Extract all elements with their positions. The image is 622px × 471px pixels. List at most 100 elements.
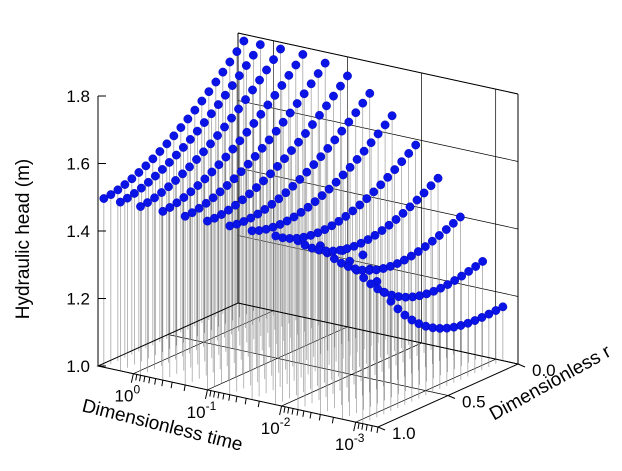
data-point bbox=[122, 193, 132, 203]
data-point bbox=[221, 152, 231, 162]
x-minor-tick bbox=[244, 398, 247, 405]
data-point bbox=[158, 206, 168, 216]
data-point bbox=[243, 159, 253, 169]
x-tick-mark bbox=[353, 422, 357, 432]
data-point bbox=[345, 162, 355, 172]
x-tick-exponent: -2 bbox=[280, 415, 291, 429]
data-point bbox=[309, 160, 319, 170]
x-tick-base: 10 bbox=[115, 387, 134, 406]
data-point bbox=[207, 167, 217, 177]
data-point bbox=[252, 183, 261, 193]
data-point bbox=[129, 189, 139, 198]
data-point bbox=[241, 61, 251, 70]
data-point bbox=[165, 203, 175, 212]
data-point bbox=[245, 189, 254, 199]
y-tick-label: 0.5 bbox=[462, 393, 486, 412]
data-point bbox=[420, 242, 430, 251]
data-point bbox=[227, 113, 236, 123]
data-point bbox=[183, 114, 193, 124]
data-point bbox=[419, 188, 429, 198]
data-point bbox=[391, 215, 401, 224]
data-point bbox=[278, 117, 288, 127]
data-point bbox=[330, 135, 340, 145]
data-point bbox=[287, 146, 296, 155]
data-point bbox=[263, 100, 273, 110]
data-point bbox=[172, 198, 182, 208]
x-minor-tick bbox=[257, 401, 260, 408]
data-point bbox=[320, 58, 330, 68]
data-point bbox=[491, 306, 501, 315]
data-point bbox=[285, 108, 295, 118]
data-point bbox=[136, 183, 146, 193]
z-tick-label: 1.8 bbox=[66, 87, 90, 106]
x-minor-tick bbox=[331, 417, 334, 424]
data-point bbox=[155, 147, 165, 156]
data-point bbox=[343, 71, 352, 81]
data-point bbox=[380, 120, 390, 130]
data-point bbox=[404, 149, 414, 158]
data-point bbox=[250, 151, 260, 161]
data-point bbox=[366, 279, 376, 289]
x-minor-tick bbox=[143, 376, 146, 383]
data-point bbox=[399, 255, 409, 265]
data-point bbox=[213, 131, 222, 140]
data-point bbox=[199, 147, 208, 157]
x-minor-tick bbox=[209, 390, 212, 397]
x-tick-base: 10 bbox=[187, 403, 206, 422]
x-minor-tick bbox=[287, 407, 290, 414]
data-point bbox=[310, 197, 320, 207]
data-point bbox=[157, 165, 167, 174]
data-point bbox=[143, 198, 152, 207]
data-point bbox=[164, 158, 174, 167]
data-point bbox=[370, 230, 380, 240]
data-point bbox=[194, 203, 204, 213]
data-point bbox=[235, 136, 245, 146]
z-tick-label: 1.6 bbox=[66, 155, 90, 174]
data-point bbox=[464, 267, 474, 276]
x-tick-label: 10-2 bbox=[261, 415, 291, 438]
data-point bbox=[248, 85, 257, 95]
data-point bbox=[392, 259, 402, 268]
x-tick-base: 10 bbox=[261, 419, 280, 438]
data-point bbox=[106, 190, 116, 199]
x-tick-exponent: -1 bbox=[206, 399, 217, 413]
data-point bbox=[320, 225, 330, 234]
x-tick-exponent: 0 bbox=[133, 383, 140, 397]
x-tick-exponent: -3 bbox=[354, 431, 365, 445]
data-point bbox=[200, 174, 210, 184]
data-point bbox=[220, 90, 230, 100]
data-point bbox=[277, 81, 287, 90]
x-minor-tick bbox=[309, 412, 312, 419]
data-point bbox=[178, 143, 188, 152]
data-point bbox=[457, 271, 467, 281]
data-point bbox=[179, 193, 189, 202]
z-tick-label: 1.0 bbox=[66, 357, 90, 376]
data-point bbox=[441, 225, 451, 234]
x-tick-label: 10-1 bbox=[187, 399, 217, 422]
data-point bbox=[211, 77, 221, 87]
data-point bbox=[291, 60, 301, 70]
data-point bbox=[390, 165, 400, 175]
data-point bbox=[336, 81, 345, 91]
data-point bbox=[225, 57, 235, 67]
data-point bbox=[337, 126, 347, 136]
data-point bbox=[213, 100, 223, 110]
data-point bbox=[359, 273, 369, 283]
data-point bbox=[136, 202, 145, 211]
x-tick-mark bbox=[279, 405, 283, 416]
data-point bbox=[206, 109, 216, 119]
data-point bbox=[331, 177, 341, 187]
data-point bbox=[292, 99, 302, 108]
data-point bbox=[369, 187, 379, 197]
x-minor-tick bbox=[235, 396, 238, 403]
data-point bbox=[359, 146, 369, 156]
data-point bbox=[264, 135, 274, 145]
data-point bbox=[484, 309, 494, 319]
data-point bbox=[397, 157, 407, 167]
data-point bbox=[238, 195, 247, 205]
data-point bbox=[298, 50, 308, 59]
data-point bbox=[356, 238, 366, 248]
data-point bbox=[450, 276, 460, 285]
data-point bbox=[248, 50, 258, 60]
data-point bbox=[344, 117, 354, 127]
